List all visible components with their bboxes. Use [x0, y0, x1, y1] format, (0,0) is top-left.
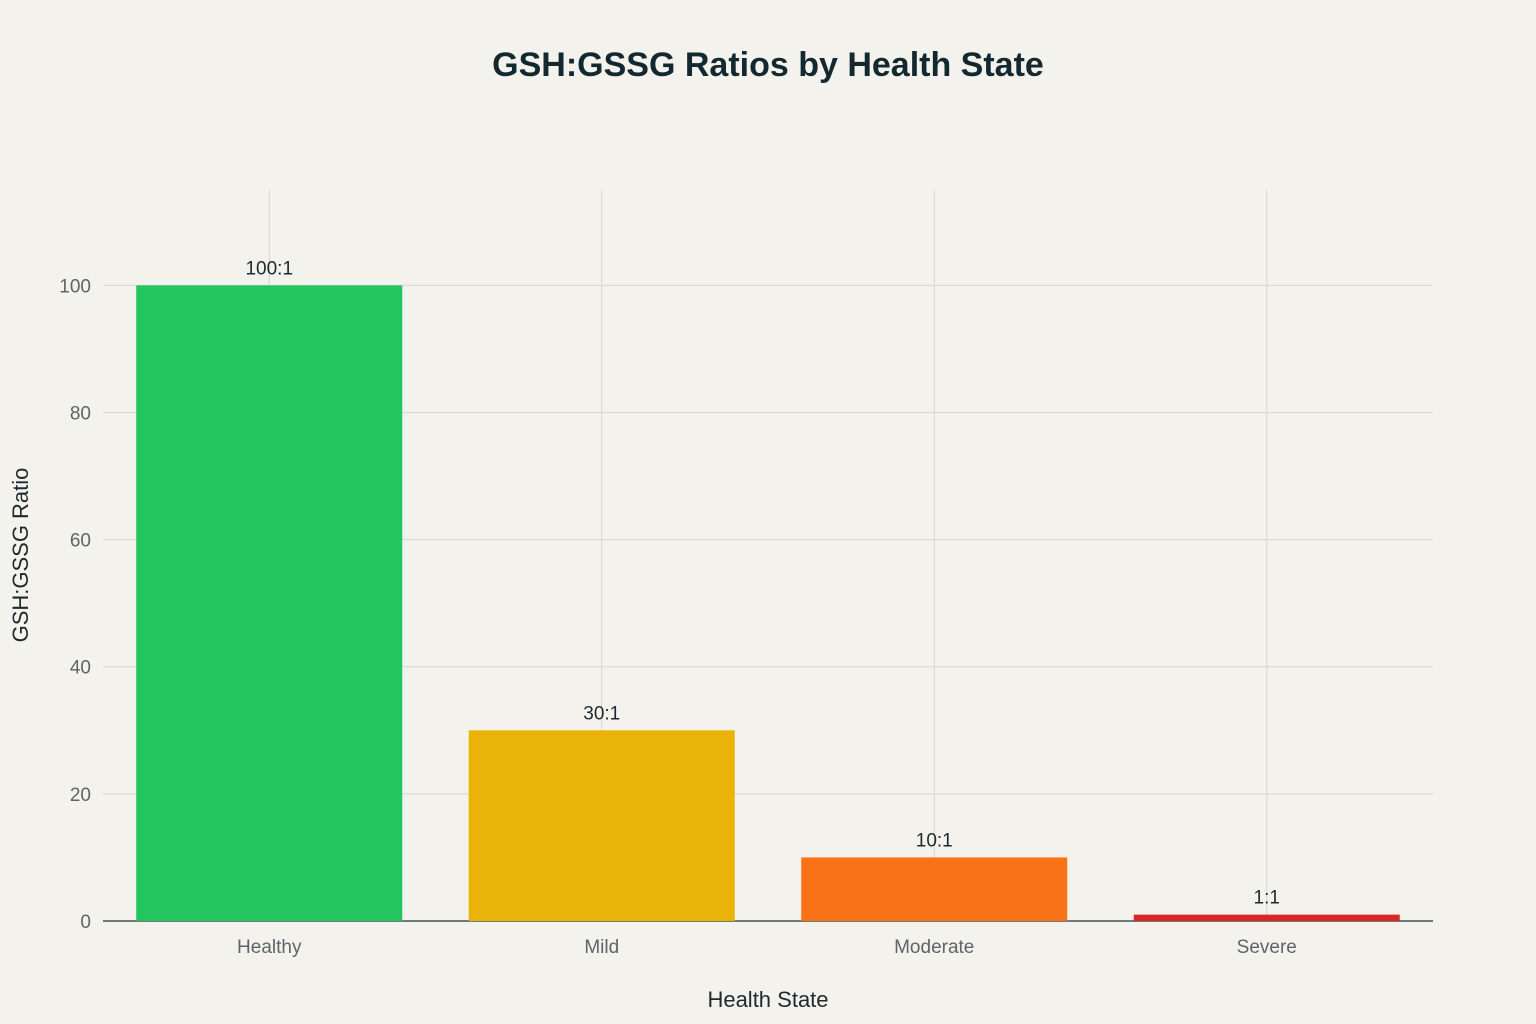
bar-severe: [1133, 914, 1400, 921]
x-tick-label: Severe: [1237, 937, 1297, 958]
bar-mild: [468, 730, 735, 921]
y-ticks: 0 20 40 60 80 100: [59, 276, 91, 933]
bars: [136, 285, 1400, 921]
y-tick-label: 40: [70, 658, 91, 679]
x-tick-label: Mild: [584, 937, 619, 958]
data-label: 1:1: [1254, 888, 1280, 909]
data-label: 100:1: [245, 258, 293, 279]
y-tick-label: 20: [70, 785, 91, 806]
x-tick-label: Healthy: [237, 937, 302, 958]
y-tick-label: 80: [70, 403, 91, 424]
x-axis-title: Health State: [707, 987, 828, 1012]
data-labels: 100:1 30:1 10:1 1:1: [245, 258, 1279, 908]
y-tick-label: 0: [80, 912, 91, 933]
y-tick-label: 100: [59, 276, 91, 297]
data-label: 30:1: [583, 703, 620, 724]
bar-moderate: [801, 857, 1068, 921]
x-tick-label: Moderate: [894, 937, 974, 958]
x-ticks: Healthy Mild Moderate Severe: [237, 937, 1297, 958]
data-label: 10:1: [916, 830, 953, 851]
y-tick-label: 60: [70, 531, 91, 552]
bar-healthy: [136, 285, 403, 921]
chart-title: GSH:GSSG Ratios by Health State: [492, 46, 1044, 84]
y-axis-title: GSH:GSSG Ratio: [8, 468, 33, 643]
